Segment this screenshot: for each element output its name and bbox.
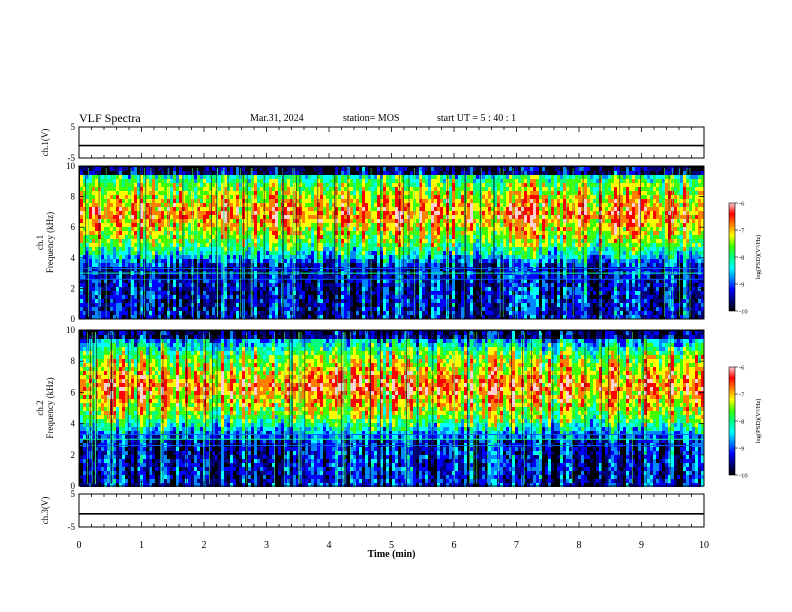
y-tick-label: -5 bbox=[68, 153, 76, 163]
y-axis-label: ch.2 bbox=[35, 400, 45, 415]
y-axis-label: ch.3(V) bbox=[40, 497, 50, 525]
y-tick-label: 6 bbox=[71, 222, 76, 232]
y-tick-label: 4 bbox=[71, 419, 76, 429]
y-tick-label: 5 bbox=[71, 489, 76, 499]
x-tick-label: 1 bbox=[139, 540, 144, 551]
colorbar-tick-label: -9 bbox=[739, 446, 744, 453]
y-tick-label: -5 bbox=[68, 522, 76, 532]
colorbar-tick-label: -8 bbox=[739, 255, 744, 262]
y-tick-label: 8 bbox=[71, 192, 76, 202]
figure-title: VLF Spectra bbox=[79, 111, 141, 125]
y-axis-label: ch.1(V) bbox=[40, 129, 50, 157]
colorbar-label: log(PSD)(V²/Hz) bbox=[755, 235, 762, 280]
y-axis-label: Frequency (kHz) bbox=[45, 377, 55, 438]
colorbar-tick-label: -9 bbox=[739, 282, 744, 289]
y-tick-label: 0 bbox=[71, 481, 76, 491]
y-tick-label: 8 bbox=[71, 356, 76, 366]
colorbar-tick-label: -10 bbox=[739, 309, 748, 316]
ch2-spectrogram bbox=[79, 330, 704, 487]
x-tick-label: 2 bbox=[202, 540, 207, 551]
colorbar-tick-label: -7 bbox=[739, 228, 745, 235]
colorbar-label: log(PSD)(V²/Hz) bbox=[755, 399, 762, 444]
colorbar-tick-label: -7 bbox=[739, 392, 745, 399]
x-tick-label: 10 bbox=[699, 540, 709, 551]
colorbar-tick-label: -8 bbox=[739, 419, 744, 426]
y-tick-label: 5 bbox=[71, 122, 76, 132]
y-axis-label: ch.1 bbox=[35, 235, 45, 250]
colorbar-tick-label: -6 bbox=[739, 201, 745, 208]
y-tick-label: 10 bbox=[66, 325, 76, 335]
y-axis-label: Frequency (kHz) bbox=[45, 212, 55, 273]
start-time-label: start UT = 5 : 40 : 1 bbox=[437, 113, 517, 124]
x-tick-label: 5 bbox=[389, 540, 394, 551]
y-tick-label: 10 bbox=[66, 161, 76, 171]
colorbar-tick-label: -6 bbox=[739, 365, 745, 372]
ch1-spectrogram bbox=[79, 166, 704, 319]
y-tick-label: 2 bbox=[71, 283, 76, 293]
y-tick-label: 6 bbox=[71, 387, 76, 397]
x-tick-label: 6 bbox=[452, 540, 457, 551]
x-tick-label: 4 bbox=[327, 540, 332, 551]
x-tick-label: 3 bbox=[264, 540, 269, 551]
colorbar-1 bbox=[728, 202, 736, 312]
colorbar-tick-label: -10 bbox=[739, 473, 748, 480]
y-tick-label: 0 bbox=[71, 314, 76, 324]
x-tick-label: 0 bbox=[77, 540, 82, 551]
y-tick-label: 4 bbox=[71, 253, 76, 263]
date-label: Mar.31, 2024 bbox=[250, 113, 304, 124]
colorbar-2 bbox=[728, 366, 736, 476]
x-tick-label: 9 bbox=[639, 540, 644, 551]
station-label: station= MOS bbox=[343, 113, 400, 124]
x-tick-label: 8 bbox=[577, 540, 582, 551]
x-tick-label: 7 bbox=[514, 540, 519, 551]
x-axis-label: Time (min) bbox=[368, 549, 416, 560]
y-tick-label: 2 bbox=[71, 450, 76, 460]
